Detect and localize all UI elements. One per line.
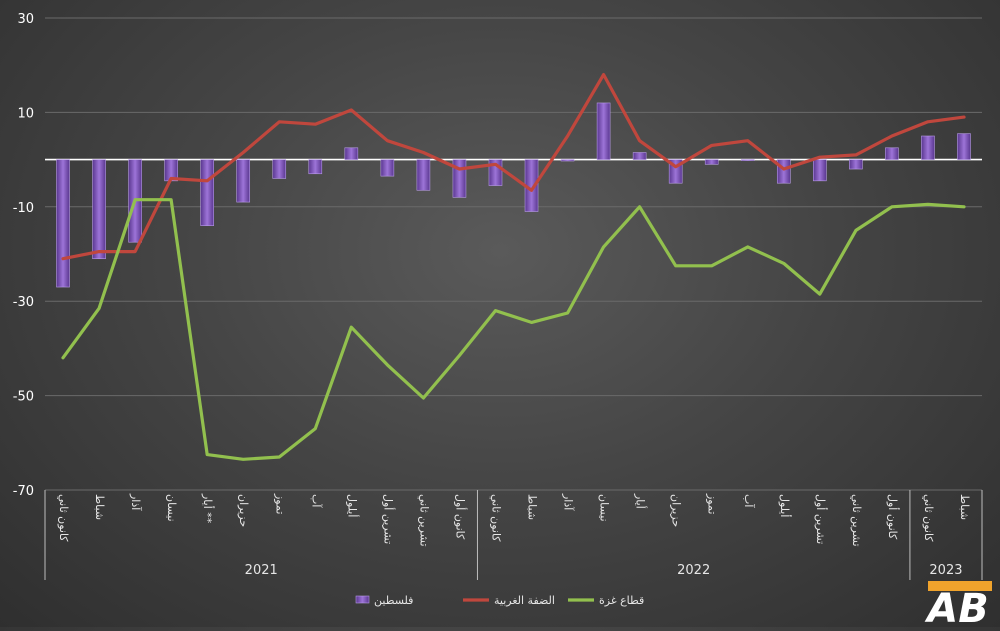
x-tick-label: نيسان <box>598 494 611 522</box>
y-tick-label: -10 <box>13 201 34 216</box>
x-tick-label: شباط <box>526 494 539 520</box>
series-line <box>61 72 966 261</box>
legend-label: فلسطين <box>374 594 413 607</box>
year-label: 2022 <box>677 563 710 578</box>
bar <box>380 159 395 177</box>
x-tick-label: تشرين أول <box>814 494 828 544</box>
x-tick-label: حزيران <box>237 494 250 527</box>
x-tick-label: آذار <box>562 493 576 511</box>
y-tick-label: -70 <box>13 484 34 499</box>
bar <box>308 159 323 175</box>
bar <box>813 159 827 182</box>
bar <box>344 147 359 160</box>
y-tick-label: -50 <box>13 390 34 405</box>
x-tick-label: آب <box>742 494 756 508</box>
x-tick-label: تموز <box>706 493 719 514</box>
y-tick-label: -30 <box>13 295 34 310</box>
x-tick-label: كانون ثاني <box>489 494 502 542</box>
bar <box>596 102 611 160</box>
x-axis: كانون ثاني شباط آذار نيسان أيار ** حزيران تموز… <box>44 490 983 580</box>
bar <box>92 159 106 260</box>
bar <box>56 159 70 288</box>
x-tick-label: أيلول <box>778 494 792 517</box>
bar <box>921 135 935 160</box>
bar <box>560 159 575 162</box>
legend-label: الضفة الغربية <box>494 594 555 607</box>
x-tick-label: أيلول <box>345 494 359 517</box>
x-tick-label: تموز <box>273 493 286 514</box>
bar <box>957 133 971 160</box>
x-tick-label: كانون أول <box>886 494 900 540</box>
y-tick-label: 30 <box>17 12 34 27</box>
series-line <box>61 198 966 461</box>
bar <box>704 159 719 165</box>
bar <box>272 159 287 179</box>
bar <box>776 159 791 184</box>
bar <box>632 152 647 160</box>
bar <box>200 159 214 226</box>
x-tick-label: شباط <box>93 494 106 520</box>
bar <box>849 159 863 170</box>
bar <box>236 159 251 203</box>
x-tick-label: تشرين ثاني <box>417 494 430 547</box>
bar <box>740 159 755 161</box>
y-axis-ticks: 30 10 -10 -30 -50 -70 <box>13 12 34 499</box>
logo-bar <box>928 581 992 591</box>
x-tick-label: حزيران <box>670 494 683 527</box>
year-label: 2023 <box>929 563 962 578</box>
x-tick-label: آذار <box>129 493 143 511</box>
x-tick-label: أيار <box>634 493 648 509</box>
x-tick-label: تشرين ثاني <box>850 494 863 547</box>
bar <box>885 147 899 160</box>
x-tick-label: تشرين أول <box>381 494 395 544</box>
x-tick-label: آب <box>309 494 323 508</box>
x-tick-label: كانون أول <box>453 494 467 540</box>
x-tick-label: نيسان <box>165 494 178 522</box>
legend-label: قطاع غزة <box>599 594 644 607</box>
x-tick-label: كانون ثاني <box>57 494 70 542</box>
line-series <box>61 72 966 461</box>
logo-text: AB <box>924 586 988 627</box>
bar-series <box>56 102 971 288</box>
x-tick-label: شباط <box>958 494 971 520</box>
bar <box>416 159 431 191</box>
x-tick-label: كانون ثاني <box>922 494 935 542</box>
year-label: 2021 <box>245 563 278 578</box>
brand-logo: AB <box>924 581 992 631</box>
y-tick-label: 10 <box>17 106 34 121</box>
x-tick-label: أيار ** <box>201 493 215 524</box>
legend-swatch <box>355 595 370 604</box>
legend: فلسطين الضفة الغربية قطاع غزة <box>355 594 644 607</box>
